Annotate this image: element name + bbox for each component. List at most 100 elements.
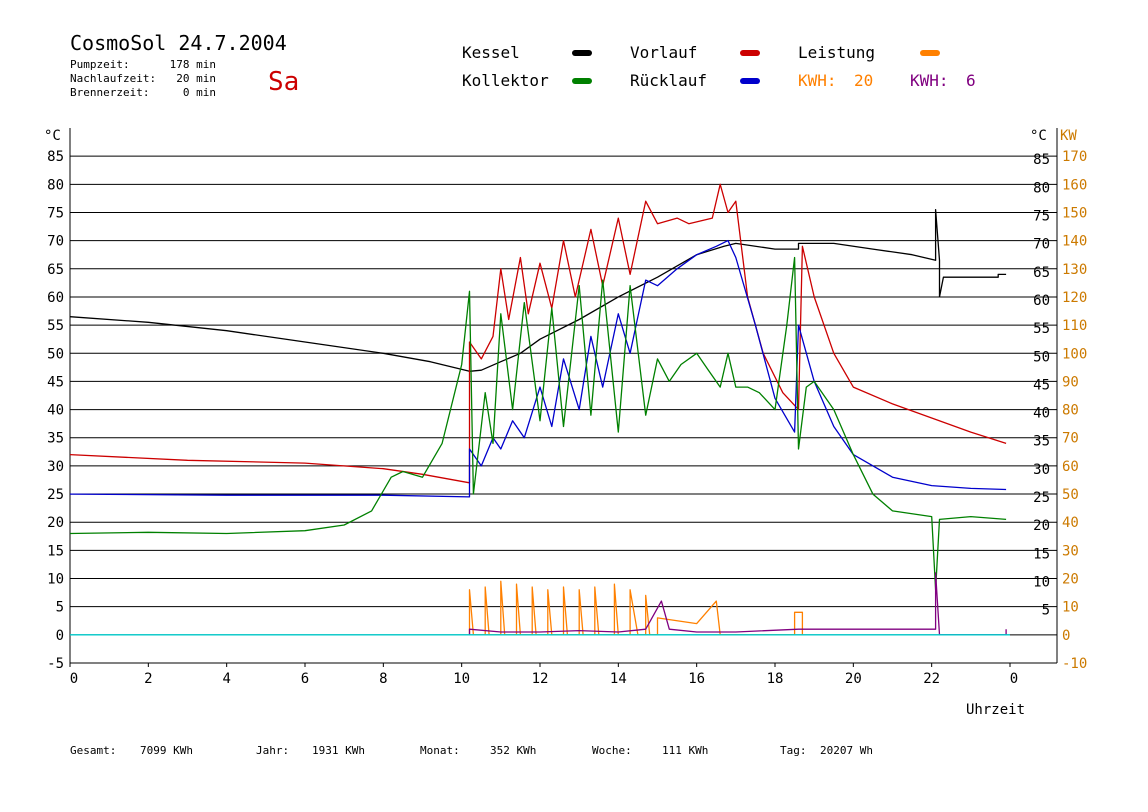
legend-label-ruecklauf: Rücklauf (630, 71, 707, 90)
y-tick-label: 45 (47, 374, 64, 390)
footer-label: Jahr: (256, 744, 289, 757)
kwh-orange-value: 20 (854, 71, 873, 90)
power-tick-label: 120 (1062, 290, 1087, 306)
y-tick-label: -5 (47, 656, 64, 672)
y-tick-label: 30 (47, 459, 64, 475)
y-tick-label: 80 (47, 177, 64, 193)
footer-label: Gesamt: (70, 744, 116, 757)
stats-block: Pumpzeit: 178 min Nachlaufzeit: 20 min B… (70, 58, 216, 99)
y-tick-label: 65 (47, 262, 64, 278)
y-tick-label: 40 (47, 403, 64, 419)
power-tick-label: 50 (1062, 487, 1079, 503)
legend-swatch-vorlauf (740, 50, 760, 56)
legend-label-vorlauf: Vorlauf (630, 43, 697, 62)
y-tick-label-right: 60 (1033, 293, 1050, 309)
y-tick-label: 75 (47, 205, 64, 221)
y-tick-label: 25 (47, 487, 64, 503)
y-tick-label: 5 (56, 600, 64, 616)
footer-totals: Gesamt: 7099 KWh Jahr: 1931 KWh Monat: 3… (70, 744, 873, 757)
y-tick-label-right: 35 (1033, 434, 1050, 450)
power-tick-label: -10 (1062, 656, 1087, 672)
x-tick-label: 18 (767, 671, 784, 687)
kwh-purple-value: 6 (966, 71, 976, 90)
y-axis-label-right-power: KW (1060, 128, 1077, 144)
power-tick-label: 170 (1062, 149, 1087, 165)
y-tick-label-right: 15 (1033, 546, 1050, 562)
power-tick-label: 30 (1062, 543, 1079, 559)
legend-swatch-kollektor (572, 78, 592, 84)
power-tick-label: 90 (1062, 374, 1079, 390)
stat-value: 20 min (176, 72, 216, 85)
y-tick-label-right: 40 (1033, 406, 1050, 422)
y-axis-label-right-temp: °C (1030, 128, 1047, 144)
legend-label-kessel: Kessel (462, 43, 520, 62)
x-tick-label: 6 (301, 671, 309, 687)
y-tick-label-right: 70 (1033, 237, 1050, 253)
chart-title: CosmoSol 24.7.2004 (70, 31, 287, 55)
y-tick-label: 60 (47, 290, 64, 306)
x-tick-label: 2 (144, 671, 152, 687)
y-tick-label: 15 (47, 543, 64, 559)
series-line-kessel (69, 209, 1007, 372)
footer-value: 7099 KWh (140, 744, 193, 757)
power-tick-label: 100 (1062, 346, 1087, 362)
series-line-vorlauf (69, 183, 1007, 484)
x-tick-label: 0 (1010, 671, 1018, 687)
y-tick-label: 55 (47, 318, 64, 334)
y-tick-label: 10 (47, 572, 64, 588)
x-tick-label: 22 (923, 671, 940, 687)
y-tick-label-right: 50 (1033, 349, 1050, 365)
x-tick-label: 0 (70, 671, 78, 687)
footer-label: Monat: (420, 744, 460, 757)
y-tick-label: 85 (47, 149, 64, 165)
stat-label: Brennerzeit: (70, 86, 149, 99)
y-tick-label-right: 10 (1033, 575, 1050, 591)
weekday-label: Sa (268, 67, 299, 97)
kwh-purple-label: KWH: (910, 71, 949, 90)
tick-labels: -505101520253035404550556065707580855101… (47, 149, 1087, 687)
series-line-leistung2 (468, 572, 1007, 636)
footer-value: 1931 KWh (312, 744, 365, 757)
y-tick-label: 0 (56, 628, 64, 644)
footer-label: Tag: (780, 744, 807, 757)
legend-label-kollektor: Kollektor (462, 71, 549, 90)
y-tick-label-right: 5 (1042, 603, 1050, 619)
power-tick-label: 70 (1062, 431, 1079, 447)
y-tick-label-right: 80 (1033, 180, 1050, 196)
series-line-r-cklauf (69, 239, 1007, 498)
kwh-orange-label: KWH: (798, 71, 837, 90)
footer-value: 352 KWh (490, 744, 536, 757)
y-axis-label-left: °C (44, 128, 61, 144)
y-tick-label: 50 (47, 346, 64, 362)
power-tick-label: 0 (1062, 628, 1070, 644)
y-tick-label-right: 75 (1033, 208, 1050, 224)
footer-value: 20207 Wh (820, 744, 873, 757)
x-tick-label: 10 (453, 671, 470, 687)
legend-swatch-leistung (920, 50, 940, 56)
power-tick-label: 80 (1062, 403, 1079, 419)
series-group (69, 183, 1010, 636)
series-line-leistung (468, 580, 804, 636)
x-tick-label: 14 (610, 671, 627, 687)
footer-value: 111 KWh (662, 744, 708, 757)
y-tick-label-right: 45 (1033, 377, 1050, 393)
power-tick-label: 110 (1062, 318, 1087, 334)
axes (69, 128, 1058, 667)
footer-label: Woche: (592, 744, 632, 757)
y-tick-label: 70 (47, 234, 64, 250)
power-tick-label: 60 (1062, 459, 1079, 475)
y-tick-label-right: 65 (1033, 265, 1050, 281)
power-tick-label: 20 (1062, 572, 1079, 588)
legend-label-leistung: Leistung (798, 43, 875, 62)
power-tick-label: 140 (1062, 234, 1087, 250)
y-tick-label-right: 30 (1033, 462, 1050, 478)
power-tick-label: 40 (1062, 515, 1079, 531)
stat-label: Pumpzeit: (70, 58, 130, 71)
legend-swatch-ruecklauf (740, 78, 760, 84)
x-tick-label: 16 (688, 671, 705, 687)
x-tick-label: 8 (379, 671, 387, 687)
y-tick-label: 20 (47, 515, 64, 531)
legend-swatch-kessel (572, 50, 592, 56)
power-tick-label: 150 (1062, 205, 1087, 221)
